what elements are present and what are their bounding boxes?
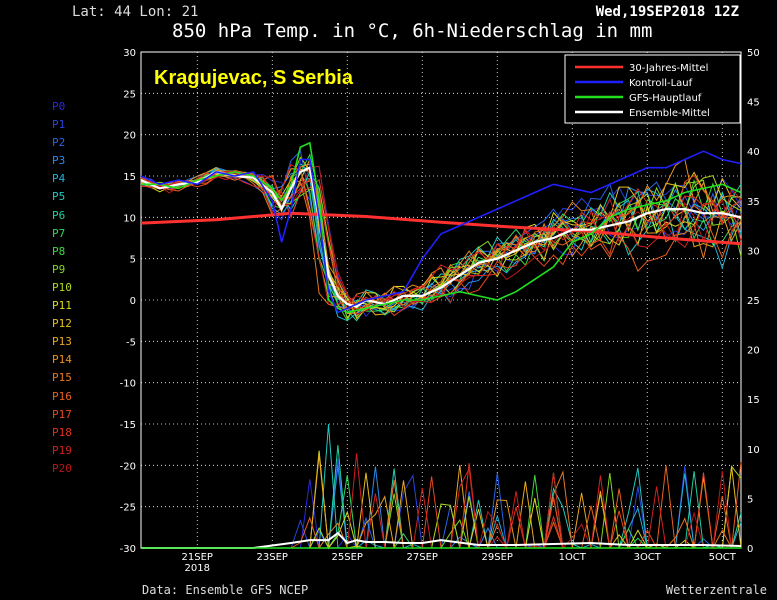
left-tick-label: 20 — [123, 131, 136, 142]
member-line-p15 — [140, 172, 742, 311]
member-p3: P3 — [52, 154, 66, 168]
right-tick-label: 50 — [747, 48, 760, 59]
right-tick-label: 25 — [747, 296, 760, 307]
x-tick-sublabel: 2018 — [185, 563, 210, 574]
right-tick-label: 0 — [747, 544, 753, 555]
x-tick-label: 27SEP — [407, 552, 438, 563]
left-tick-label: -10 — [120, 379, 136, 390]
legend-entry: Ensemble-Mittel — [629, 108, 710, 119]
member-p14: P14 — [52, 353, 72, 367]
series-line-kontroll-lauf — [140, 150, 742, 314]
member-p5: P5 — [52, 190, 66, 204]
member-precip-p5 — [141, 424, 741, 549]
member-precip-p17 — [141, 472, 741, 549]
right-tick-label: 10 — [747, 445, 760, 456]
right-tick-label: 45 — [747, 98, 760, 109]
series-line-30-jahres-mittel — [140, 211, 742, 246]
member-p6: P6 — [52, 208, 66, 222]
member-p11: P11 — [52, 299, 72, 313]
member-line-p19 — [140, 163, 742, 305]
member-p1: P1 — [52, 118, 66, 132]
left-tick-label: -30 — [120, 544, 136, 555]
member-line-p6 — [140, 170, 742, 322]
right-tick-label: 35 — [747, 197, 760, 208]
left-tick-label: 30 — [123, 48, 136, 59]
left-tick-label: 25 — [123, 89, 136, 100]
member-p12: P12 — [52, 317, 72, 331]
x-tick-label: 1OCT — [559, 552, 587, 563]
chart-title: 850 hPa Temp. in °C, 6h-Niederschlag in … — [172, 20, 653, 42]
member-precip-p1 — [141, 458, 741, 550]
member-p0: P0 — [52, 100, 66, 113]
member-p17: P17 — [52, 407, 72, 421]
left-tick-label: 0 — [130, 296, 136, 307]
precip-line-ensemble-mittel — [141, 531, 742, 549]
member-p2: P2 — [52, 136, 66, 150]
left-tick-label: 5 — [130, 255, 136, 266]
x-tick-label: 3OCT — [634, 552, 662, 563]
left-tick-label: -25 — [120, 503, 136, 514]
place-label: Kragujevac, S Serbia — [154, 67, 354, 89]
legend-entry: Kontroll-Lauf — [629, 78, 693, 89]
member-p13: P13 — [52, 335, 72, 349]
member-precip-p6 — [141, 445, 742, 549]
left-tick-label: 10 — [123, 213, 136, 224]
member-line-p8 — [140, 171, 742, 322]
right-tick-label: 20 — [747, 346, 760, 357]
member-p18: P18 — [52, 425, 72, 439]
member-p4: P4 — [52, 172, 66, 186]
member-lines — [140, 150, 742, 550]
member-p8: P8 — [52, 244, 66, 258]
member-p16: P16 — [52, 389, 72, 403]
x-tick-label: 21SEP — [182, 552, 213, 563]
legend-entry: 30-Jahres-Mittel — [629, 63, 708, 74]
series-line-ensemble-mittel — [140, 166, 742, 308]
member-line-p13 — [140, 167, 742, 316]
member-p15: P15 — [52, 371, 72, 385]
left-tick-label: -5 — [126, 337, 136, 348]
x-tick-label: 23SEP — [257, 552, 288, 563]
member-precip-p10 — [141, 465, 742, 549]
x-tick-label: 25SEP — [332, 552, 363, 563]
right-tick-label: 5 — [747, 494, 753, 505]
member-precip-p13 — [141, 454, 741, 549]
footer-brand: Wetterzentrale — [665, 583, 767, 597]
legend-entry: GFS-Hauptlauf — [629, 93, 702, 104]
right-tick-label: 40 — [747, 147, 760, 158]
x-tick-label: 5OCT — [709, 552, 737, 563]
member-p19: P19 — [52, 443, 72, 457]
member-precip-p12 — [141, 466, 742, 549]
header-date: Wed,19SEP2018 12Z — [595, 4, 739, 20]
member-precip-p19 — [141, 453, 741, 550]
left-tick-label: -15 — [120, 420, 136, 431]
member-p20: P20 — [52, 461, 72, 475]
member-p10: P10 — [52, 280, 72, 294]
x-tick-label: 29SEP — [482, 552, 513, 563]
right-tick-label: 15 — [747, 395, 760, 406]
footer-source: Data: Ensemble GFS NCEP — [142, 583, 309, 597]
left-tick-label: -20 — [120, 461, 136, 472]
series-line-gfs-hauptlauf — [141, 141, 742, 314]
right-tick-label: 30 — [747, 246, 760, 257]
member-precip-p0 — [141, 469, 741, 549]
header-latlon: Lat: 44 Lon: 21 — [72, 4, 199, 20]
left-tick-label: 15 — [123, 172, 136, 183]
member-p7: P7 — [52, 226, 66, 240]
member-p9: P9 — [52, 262, 66, 276]
member-legend: P0 P1 P2 P3 P4 P5 P6 P7 P8 P9 P10 P11 P12 P13 P14 P15 P1… — [52, 98, 72, 478]
